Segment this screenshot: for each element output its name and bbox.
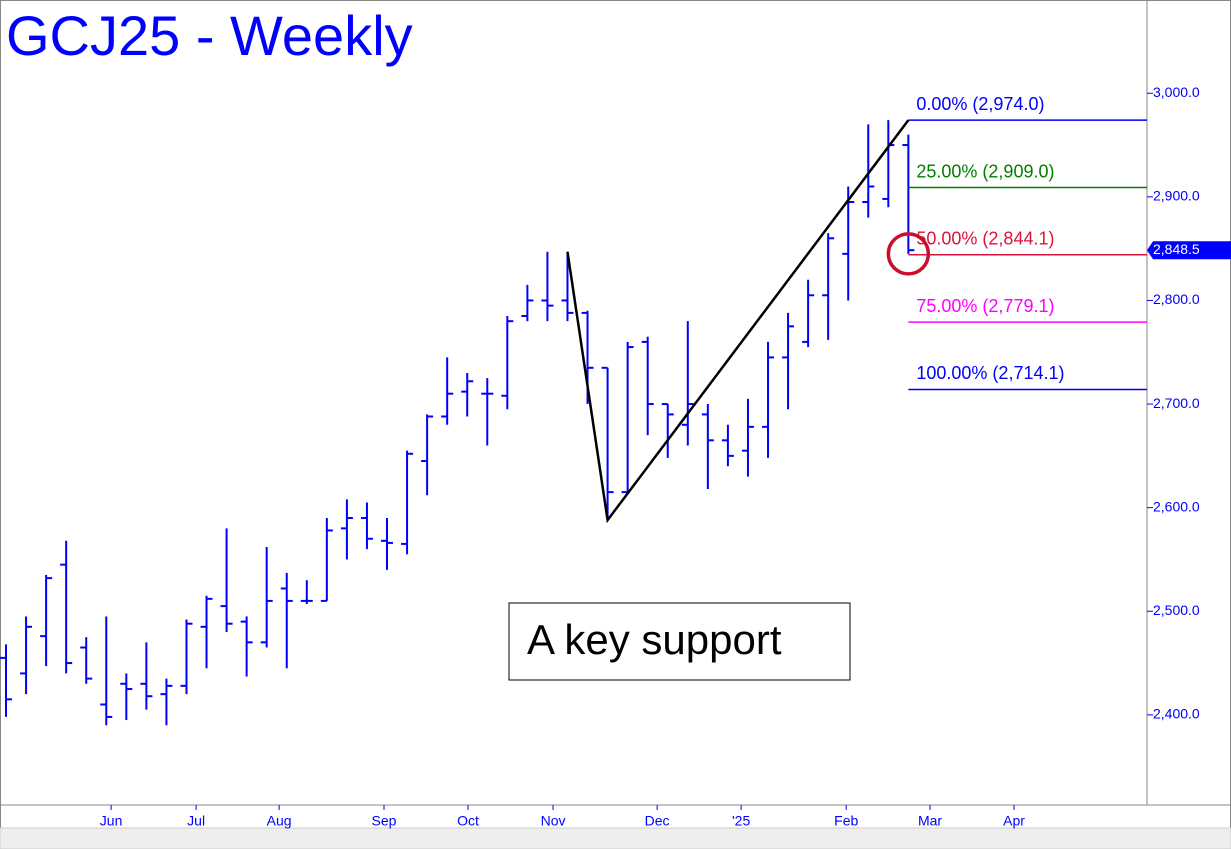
x-tick-label: Nov (541, 813, 566, 829)
fib-label: 50.00% (2,844.1) (916, 229, 1054, 249)
x-tick-label: Dec (645, 813, 670, 829)
y-tick-label: 2,900.0 (1153, 188, 1200, 204)
last-price-tag (1147, 241, 1231, 260)
annotation: A key support (527, 616, 782, 663)
y-tick-label: 2,600.0 (1153, 498, 1200, 514)
x-tick-label: '25 (732, 813, 750, 829)
x-tick-label: Oct (457, 813, 479, 829)
x-tick-label: Jul (187, 813, 205, 829)
highlight-circle (886, 232, 931, 276)
fib-label: 25.00% (2,909.0) (916, 161, 1054, 181)
x-tick-label: Feb (834, 813, 858, 829)
y-tick-label: 2,400.0 (1153, 706, 1200, 722)
last-price-label: 2,848.5 (1153, 241, 1200, 257)
scrollbar[interactable] (0, 827, 1231, 849)
x-tick-label: Sep (372, 813, 397, 829)
annotation-box (508, 602, 851, 681)
fib-label: 75.00% (2,779.1) (916, 296, 1054, 316)
x-tick-label: Apr (1003, 813, 1025, 829)
x-tick-label: Aug (267, 813, 292, 829)
chart-title: GCJ25 - Weekly (6, 4, 413, 67)
y-tick-label: 2,500.0 (1153, 602, 1200, 618)
y-tick-label: 3,000.0 (1153, 84, 1200, 100)
y-tick-label: 2,800.0 (1153, 291, 1200, 307)
fib-label: 100.00% (2,714.1) (916, 363, 1064, 383)
y-tick-label: 2,700.0 (1153, 395, 1200, 411)
fib-label: 0.00% (2,974.0) (916, 94, 1044, 114)
x-tick-label: Mar (918, 813, 942, 829)
swing-line (566, 119, 910, 524)
x-tick-label: Jun (100, 813, 123, 829)
